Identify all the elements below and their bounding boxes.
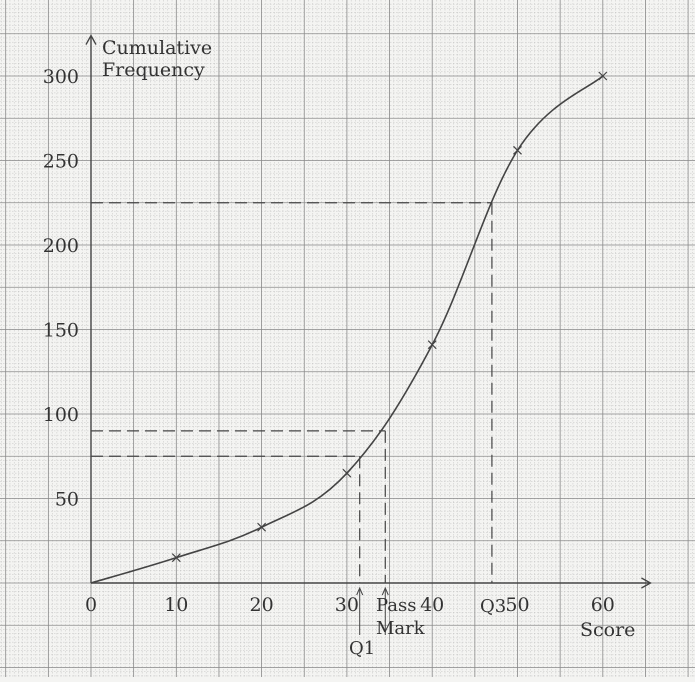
axes: 0 10 20 30 40 50 60 50 100 150 200 250 300 — [43, 34, 652, 616]
pass-mark-label-line1: Pass — [376, 595, 417, 616]
x-tick-label: 60 — [591, 594, 615, 616]
pass-mark-label-line2: Mark — [376, 618, 426, 639]
data-point-marker — [171, 553, 181, 563]
q1-pointer-arrowhead — [356, 586, 364, 596]
x-axis-arrow — [641, 577, 652, 589]
x-tick-label: 30 — [335, 594, 359, 616]
y-axis-title-line1: Cumulative — [102, 37, 212, 59]
x-tick-label: 50 — [505, 594, 529, 616]
q3-label: Q3 — [480, 596, 506, 617]
data-point-marker — [427, 340, 437, 350]
q1-label: Q1 — [349, 638, 375, 659]
y-tick-label: 250 — [43, 151, 79, 173]
y-tick-label: 50 — [55, 489, 79, 511]
data-point-marker — [598, 71, 608, 81]
y-axis-arrow — [85, 34, 97, 45]
x-axis-title: Score — [580, 619, 635, 641]
reference-lines — [91, 202, 493, 635]
x-tick-label: 10 — [164, 594, 188, 616]
data-point-marker — [257, 522, 267, 532]
x-tick-label: 20 — [250, 594, 274, 616]
y-tick-label: 150 — [43, 320, 79, 342]
x-tick-label: 40 — [420, 594, 444, 616]
ogive-curve-group — [90, 71, 608, 584]
y-tick-label: 100 — [43, 404, 79, 426]
y-tick-label: 200 — [43, 235, 79, 257]
data-point-marker — [342, 468, 352, 478]
y-axis-title-line2: Frequency — [102, 59, 205, 81]
pass-mark-pointer-arrowhead — [381, 586, 389, 596]
labels: Cumulative Frequency Score Q1 Pass Mark … — [102, 37, 635, 659]
data-point-marker — [513, 145, 522, 155]
y-tick-label: 300 — [43, 66, 79, 88]
x-tick-label: 0 — [85, 594, 97, 616]
